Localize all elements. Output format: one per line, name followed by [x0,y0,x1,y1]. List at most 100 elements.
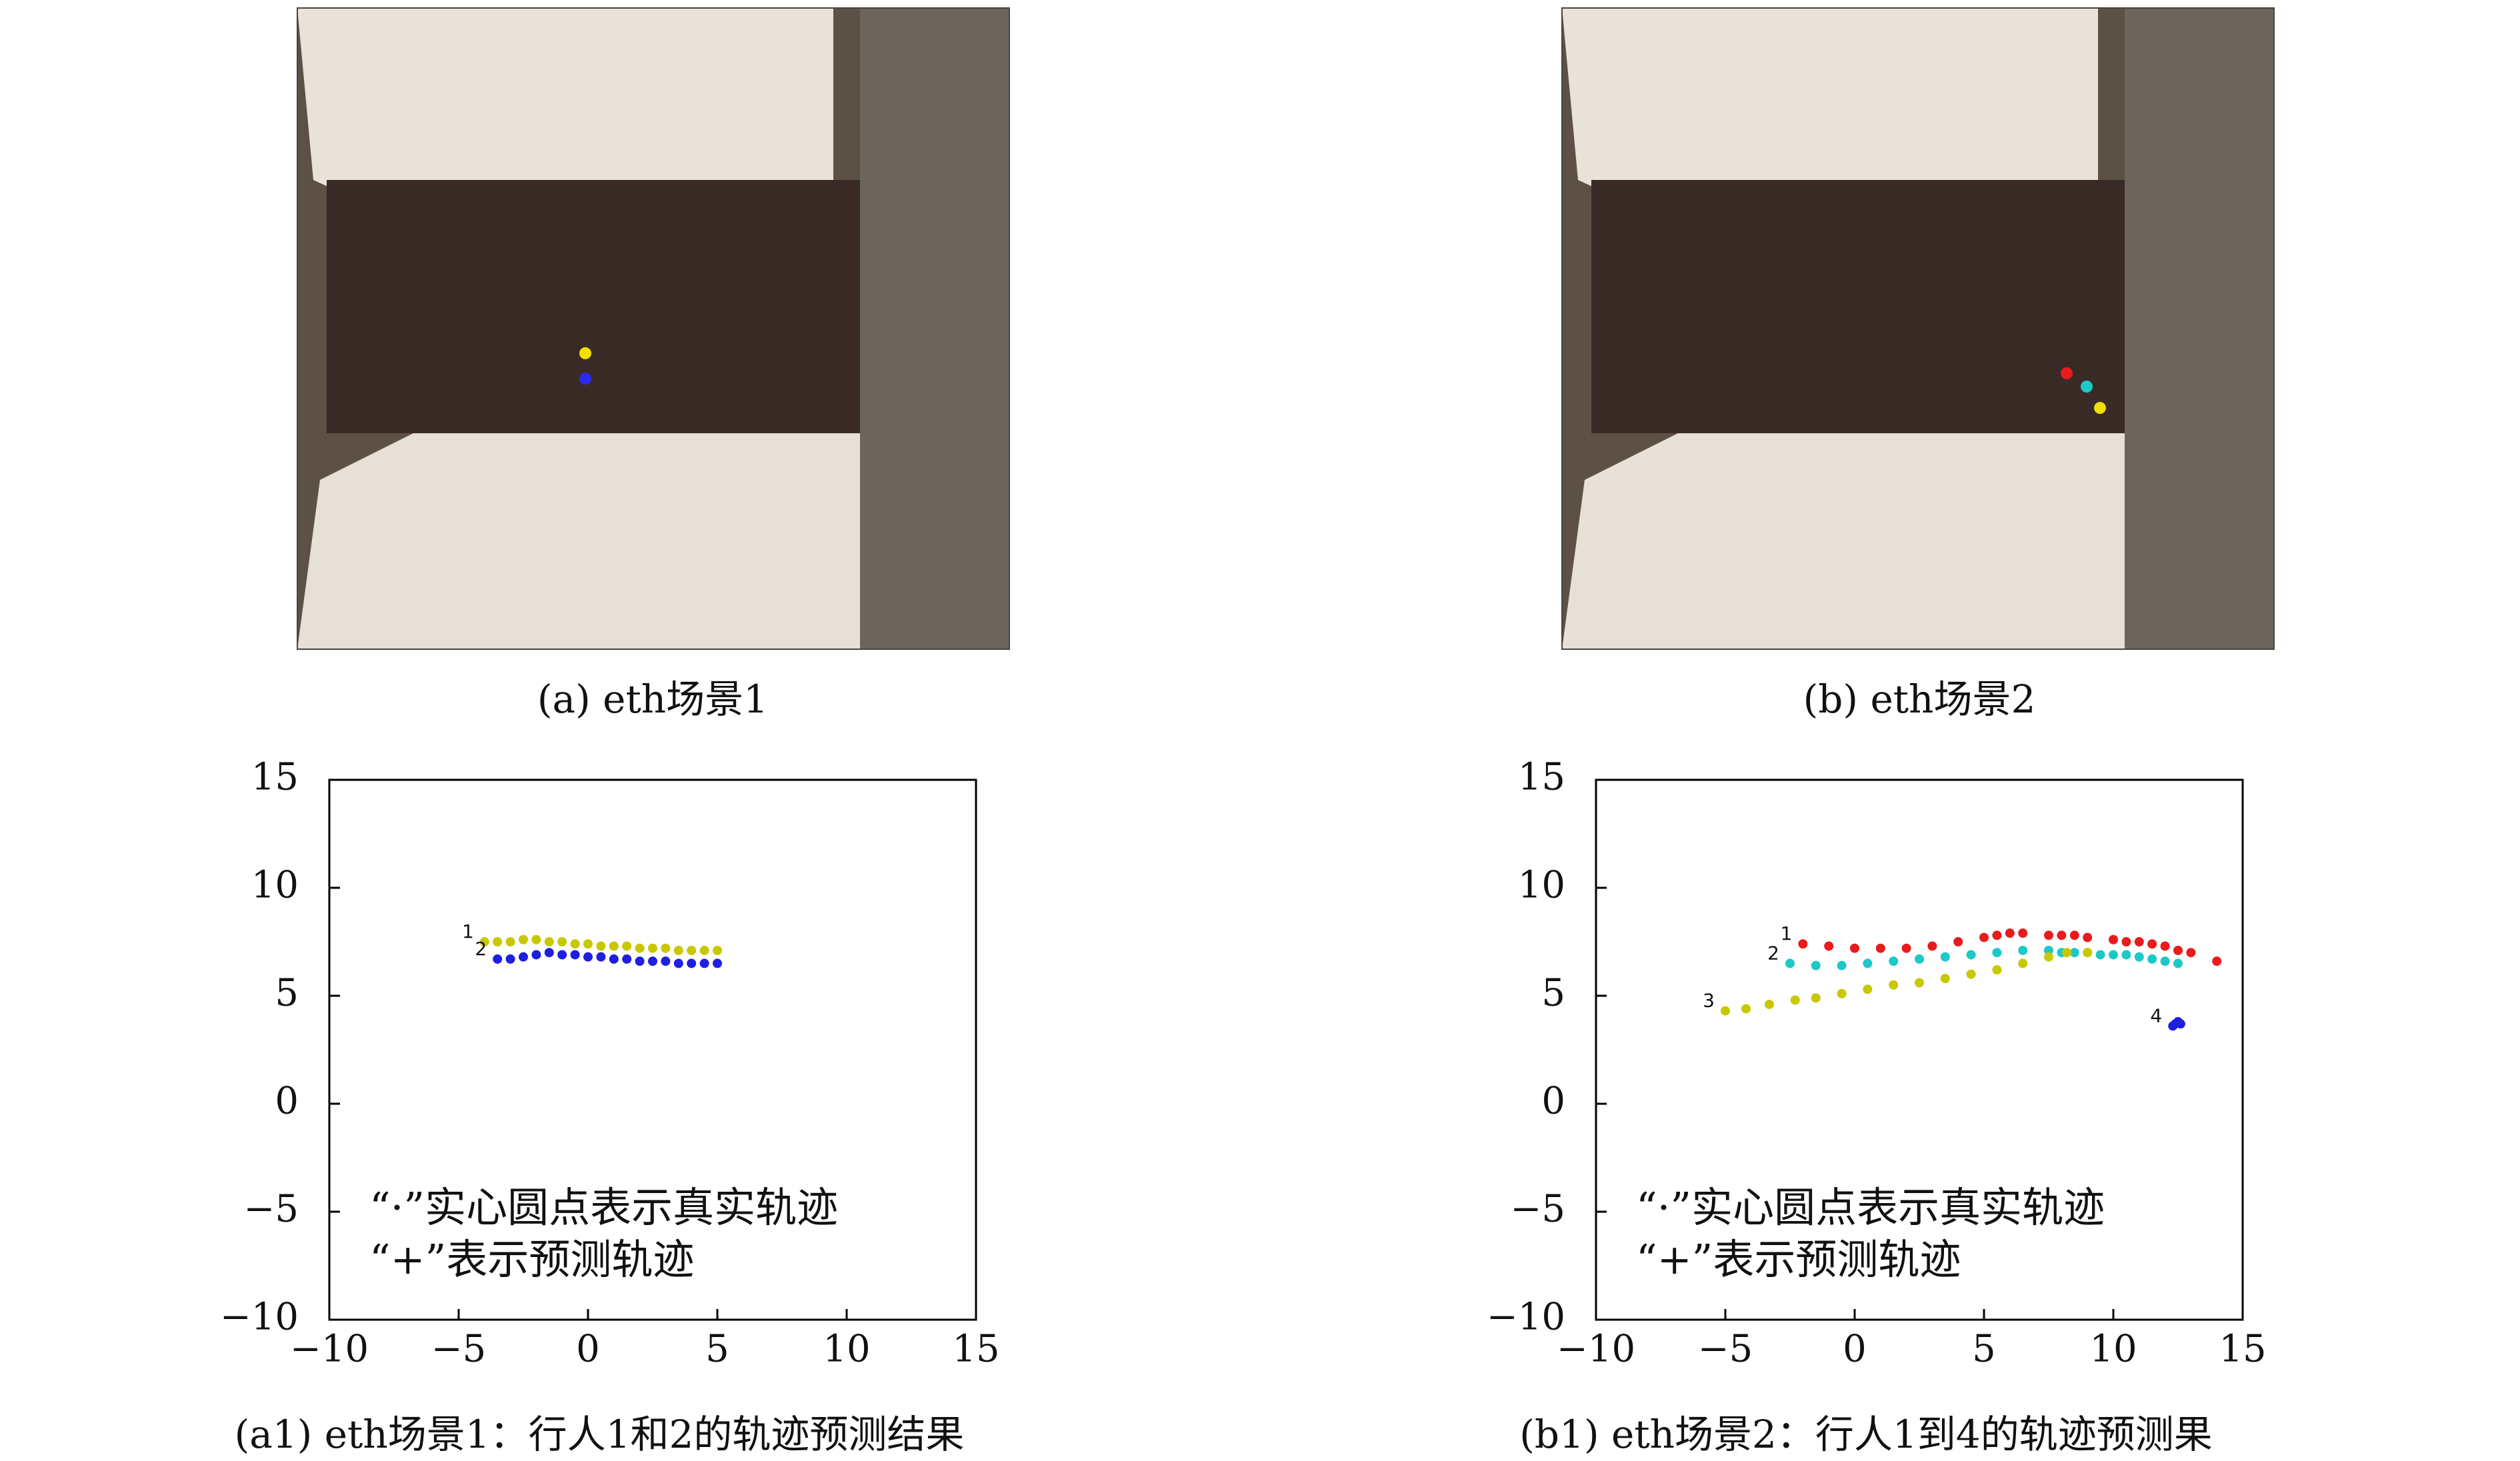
series-label: 2 [475,938,487,960]
annotation: “·”实心圆点表示真实轨迹 [369,1183,838,1232]
data-point [1863,958,1873,968]
data-point [2044,952,2053,962]
data-point [1915,954,1924,964]
y-tick-label: 5 [275,972,299,1015]
data-point [622,941,632,951]
data-point [609,941,619,951]
data-point [2018,958,2028,968]
data-point [609,954,619,964]
chart-caption: (b1) eth场景2：行人1到4的轨迹预测果 [1519,1412,2212,1457]
data-point [2057,930,2067,940]
x-tick-label: −10 [1557,1328,1635,1371]
x-tick-label: −5 [431,1328,487,1371]
series-label: 4 [2150,1004,2162,1026]
photo-a [297,7,1010,650]
data-point [673,958,683,968]
data-point [2069,948,2079,958]
data-point [531,950,541,960]
data-point [1953,937,1963,946]
data-point [648,943,657,953]
data-point [1875,943,1885,953]
data-point [596,952,606,962]
data-point [570,950,580,960]
data-point [2069,930,2079,940]
data-point [2160,956,2170,966]
data-point [2109,950,2118,960]
data-point [1798,939,1808,949]
data-point [1966,950,1976,960]
data-point [1790,995,1800,1005]
data-point [1811,993,1821,1003]
data-point [1889,980,1899,990]
data-point [1940,974,1950,984]
data-point [2134,952,2144,962]
data-point [1837,960,1847,970]
data-point [2173,958,2183,968]
y-tick-label: −10 [220,1296,299,1339]
y-tick-label: 0 [1541,1080,1565,1123]
data-point [622,954,632,964]
data-point [635,943,645,953]
data-point [519,952,528,962]
photo-caption: (a) eth场景1 [537,677,768,722]
data-point [713,945,722,955]
data-point [1785,958,1795,968]
data-point [648,956,657,966]
annotation: “·”实心圆点表示真实轨迹 [1636,1183,2105,1232]
data-point [2095,950,2105,960]
data-point [1741,1004,1751,1014]
data-point [1992,965,2002,975]
data-point [544,937,554,946]
data-point [2044,945,2053,955]
data-point [1940,952,1950,962]
data-point [493,937,503,946]
data-point [1764,999,1774,1009]
plot-frame [328,778,977,1321]
data-point [2160,941,2170,951]
data-point [2018,945,2028,955]
data-point [1889,956,1899,966]
data-point [687,945,697,955]
data-point [2018,928,2028,938]
data-point [2173,945,2183,955]
x-tick-label: 0 [576,1328,600,1371]
data-point [1850,943,1859,953]
chart-caption: (a1) eth场景1：行人1和2的轨迹预测结果 [235,1412,965,1457]
data-point [544,948,554,958]
data-point [557,937,567,946]
data-point [1901,943,1911,953]
data-point [1824,941,1834,951]
series-label: 3 [1703,990,1715,1012]
photo-b [1561,7,2275,650]
x-tick-label: 15 [952,1328,999,1371]
data-point [505,954,515,964]
x-tick-label: 5 [705,1328,729,1371]
photo-caption: (b) eth场景2 [1803,677,2036,722]
data-point [2186,948,2196,958]
data-point [2121,950,2131,960]
data-point [699,958,709,968]
data-point [596,941,606,951]
data-point [2044,930,2053,940]
x-tick-label: −10 [290,1328,369,1371]
data-point [583,952,593,962]
y-tick-label: 15 [251,756,299,799]
y-tick-label: −10 [1487,1296,1565,1339]
data-point [1721,1006,1730,1016]
data-point [2109,934,2118,944]
data-point [635,956,645,966]
data-point [493,954,503,964]
y-tick-label: 0 [275,1080,299,1123]
x-tick-label: 0 [1843,1328,1867,1371]
annotation: “+”表示预测轨迹 [1636,1235,1961,1284]
data-point [479,937,489,946]
data-point [1979,932,1989,942]
x-tick-label: 10 [2089,1328,2137,1371]
x-tick-label: −5 [1698,1328,1753,1371]
data-point [570,939,580,949]
data-point [557,950,567,960]
data-point [1927,941,1937,951]
data-point [661,943,671,953]
data-point [713,958,722,968]
